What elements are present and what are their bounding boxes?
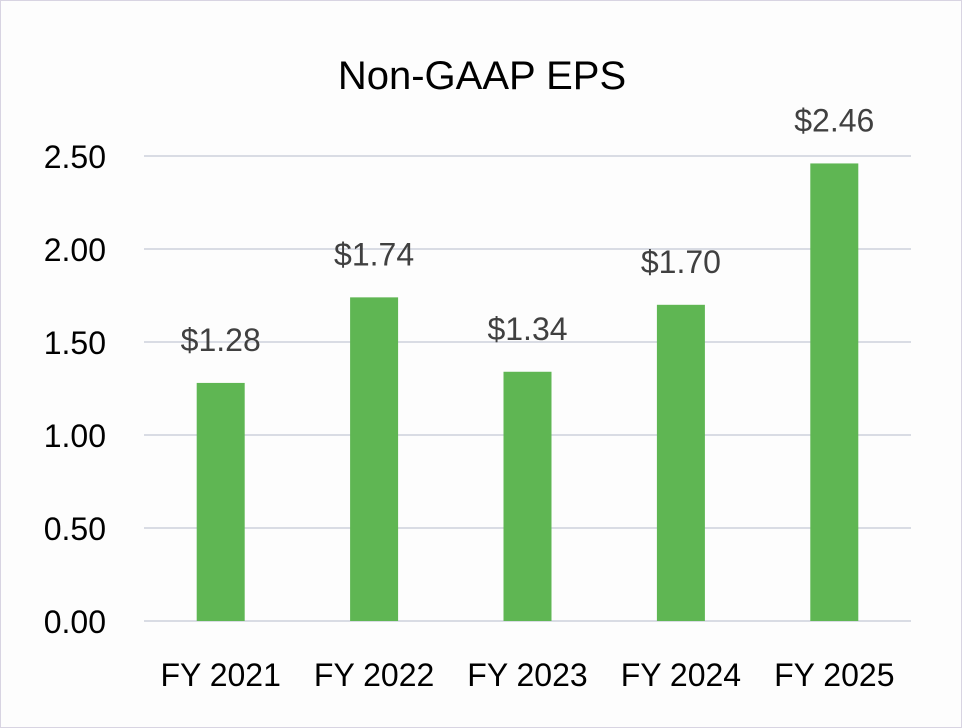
y-tick-label: 2.00 [44, 232, 106, 268]
bar [656, 304, 705, 621]
x-tick-label: FY 2022 [314, 657, 434, 693]
data-label: $2.46 [794, 102, 874, 138]
y-tick-label: 1.50 [44, 325, 106, 361]
bar [503, 371, 552, 621]
x-tick-label: FY 2021 [161, 657, 281, 693]
x-tick-label: FY 2025 [774, 657, 894, 693]
bar [350, 297, 399, 621]
bar [196, 382, 245, 621]
y-tick-label: 0.00 [44, 604, 106, 640]
x-tick-label: FY 2023 [467, 657, 587, 693]
y-tick-label: 2.50 [44, 139, 106, 175]
data-label: $1.70 [641, 244, 721, 280]
data-label: $1.34 [487, 311, 567, 347]
data-label: $1.74 [334, 236, 414, 272]
chart-title: Non-GAAP EPS [338, 54, 626, 98]
x-tick-label: FY 2024 [621, 657, 741, 693]
y-tick-label: 0.50 [44, 511, 106, 547]
y-tick-label: 1.00 [44, 418, 106, 454]
data-label: $1.28 [181, 322, 261, 358]
bar [810, 163, 859, 621]
